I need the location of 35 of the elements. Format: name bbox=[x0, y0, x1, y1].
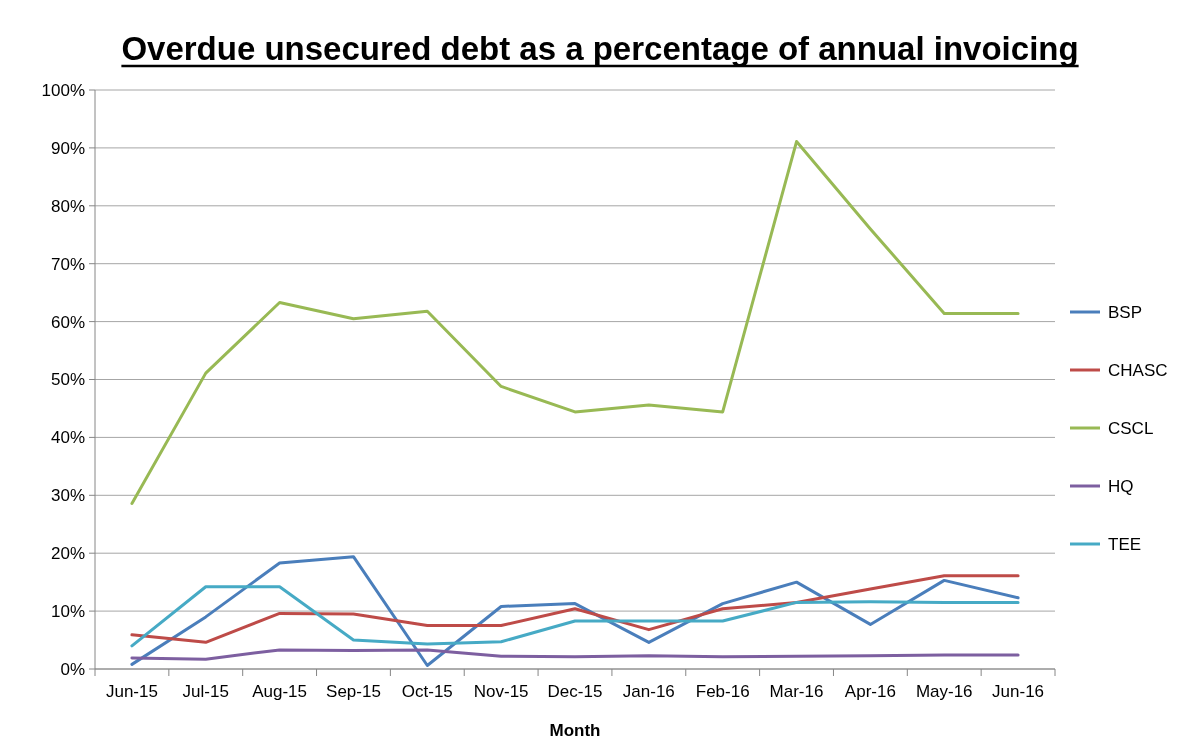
x-tick-label: Jul-15 bbox=[182, 682, 229, 701]
y-tick-label: 100% bbox=[41, 80, 85, 100]
x-tick-label: Nov-15 bbox=[473, 682, 529, 701]
y-tick-label: 70% bbox=[50, 254, 85, 274]
x-tick-label: Jun-16 bbox=[992, 682, 1045, 701]
y-tick-label: 30% bbox=[50, 486, 85, 506]
x-tick-label: Sep-15 bbox=[326, 682, 381, 701]
x-tick-label: Apr-16 bbox=[844, 682, 896, 701]
y-tick-label: 50% bbox=[50, 370, 85, 390]
y-tick-label: 60% bbox=[50, 312, 85, 332]
line-series bbox=[130, 140, 1020, 505]
y-tick-label: 10% bbox=[50, 602, 85, 622]
y-tick-label: 90% bbox=[50, 138, 85, 158]
legend-label: BSP bbox=[1108, 302, 1143, 322]
legend-label: CHASC bbox=[1108, 360, 1168, 380]
x-tick-label: Feb-16 bbox=[695, 682, 750, 701]
x-tick-label: Mar-16 bbox=[769, 682, 824, 701]
x-tick-label: Aug-15 bbox=[252, 682, 308, 701]
x-tick-label: Jan-16 bbox=[622, 682, 675, 701]
line-series bbox=[130, 585, 1020, 648]
legend-label: HQ bbox=[1108, 476, 1134, 496]
x-tick-label: May-16 bbox=[915, 682, 973, 701]
x-tick-label: Jun-15 bbox=[105, 682, 158, 701]
y-tick-label: 80% bbox=[50, 196, 85, 216]
legend-label: TEE bbox=[1108, 534, 1142, 554]
chart-title: Overdue unsecured debt as a percentage of annual invoicing bbox=[121, 30, 1079, 67]
x-tick-label: Oct-15 bbox=[401, 682, 453, 701]
line-series bbox=[130, 648, 1020, 661]
x-axis-title: Month bbox=[549, 721, 601, 740]
y-tick-label: 40% bbox=[50, 428, 85, 448]
legend-label: CSCL bbox=[1108, 418, 1154, 438]
y-tick-label: 20% bbox=[50, 544, 85, 564]
x-tick-label: Dec-15 bbox=[547, 682, 603, 701]
y-tick-label: 0% bbox=[60, 659, 85, 679]
line-series bbox=[130, 574, 1020, 644]
